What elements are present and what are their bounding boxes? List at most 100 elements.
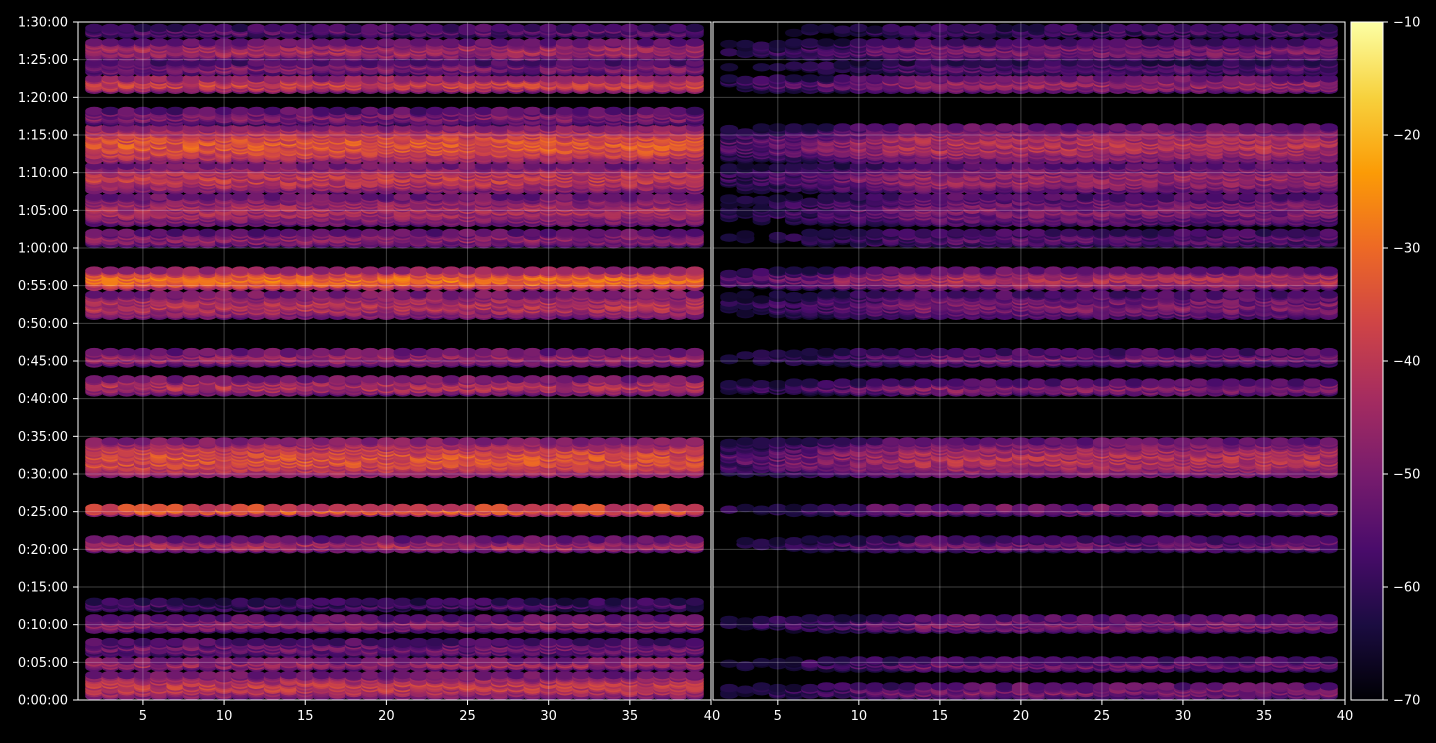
- heat-cell: [426, 266, 445, 275]
- heat-cell: [231, 597, 250, 606]
- heat-cell: [328, 535, 347, 544]
- heat-cell: [231, 614, 250, 623]
- heat-cell: [409, 375, 428, 384]
- heat-cell: [198, 597, 217, 606]
- heat-cell: [182, 23, 201, 33]
- heat-cell: [133, 192, 152, 201]
- heat-cell: [426, 437, 445, 446]
- heat-cell: [117, 437, 136, 446]
- heat-cell: [182, 535, 201, 544]
- heat-cell: [280, 290, 298, 299]
- heat-cell: [280, 228, 298, 237]
- heat-cell: [182, 290, 201, 299]
- heat-cell: [85, 266, 104, 275]
- heat-cell: [150, 637, 169, 647]
- heat-cell: [344, 597, 363, 606]
- heat-cell: [231, 375, 250, 384]
- heat-cell: [133, 228, 152, 237]
- heat-cell: [198, 266, 217, 275]
- heat-cell: [426, 656, 445, 665]
- heat-cell: [280, 597, 298, 606]
- heat-cell: [280, 637, 298, 647]
- heat-cell: [344, 503, 363, 513]
- heat-cell: [393, 23, 412, 33]
- heat-cell: [312, 375, 331, 384]
- heat-cell: [133, 535, 152, 544]
- heat-cell: [312, 290, 331, 299]
- heat-cell: [231, 670, 250, 680]
- heat-cell: [117, 192, 136, 201]
- heat-cell: [182, 656, 201, 665]
- heat-cell: [247, 106, 266, 116]
- heat-cell: [361, 670, 380, 680]
- heat-cell: [166, 38, 185, 47]
- heat-cell: [409, 614, 428, 623]
- heat-cell: [312, 228, 331, 237]
- heat-cell: [442, 597, 461, 606]
- heat-cell: [198, 38, 217, 47]
- heat-cell: [133, 38, 152, 47]
- heat-cell: [409, 437, 428, 446]
- heat-cell: [85, 535, 104, 544]
- heat-cell: [117, 266, 136, 275]
- heat-cell: [426, 670, 445, 680]
- heat-cell: [101, 192, 120, 201]
- heat-cell: [166, 290, 185, 299]
- heat-cell: [101, 437, 120, 446]
- heat-cell: [409, 106, 428, 116]
- heat-cell: [198, 535, 217, 544]
- heat-cell: [344, 656, 363, 665]
- heat-cell: [101, 597, 120, 606]
- heat-cell: [85, 637, 104, 647]
- heat-cell: [442, 535, 461, 544]
- heat-cell: [312, 266, 331, 275]
- heat-cell: [198, 503, 217, 513]
- heat-cell: [166, 266, 185, 275]
- heat-cell: [442, 290, 461, 299]
- heat-cell: [361, 535, 380, 544]
- heat-cell: [393, 670, 412, 680]
- heat-cell: [117, 23, 136, 33]
- heat-cell: [280, 656, 298, 665]
- heat-cell: [117, 228, 136, 237]
- heat-cell: [182, 375, 201, 384]
- heat-cell: [361, 437, 380, 446]
- heat-cell: [393, 437, 412, 446]
- heat-cell: [198, 637, 217, 647]
- heat-cell: [198, 106, 217, 116]
- heat-cell: [117, 375, 136, 384]
- heat-cell: [150, 347, 169, 357]
- heat-cell: [101, 74, 120, 83]
- heat-cell: [328, 637, 347, 647]
- heat-cell: [328, 106, 347, 116]
- heat-cell: [442, 437, 461, 446]
- heat-cell: [182, 637, 201, 647]
- heat-cell: [182, 106, 201, 116]
- heat-cell: [166, 597, 185, 606]
- heat-cell: [117, 290, 136, 299]
- heat-cell: [133, 597, 152, 606]
- heat-cell: [85, 614, 104, 623]
- heat-cell: [247, 290, 266, 299]
- heat-cell: [247, 503, 266, 513]
- heat-cell: [117, 74, 136, 83]
- heat-cell: [150, 535, 169, 544]
- heat-cell: [150, 23, 169, 33]
- heat-cell: [231, 266, 250, 275]
- heat-cell: [198, 437, 217, 446]
- heat-cell: [150, 614, 169, 623]
- heat-cell: [101, 228, 120, 237]
- heat-cell: [150, 503, 169, 513]
- heat-cell: [280, 266, 298, 275]
- heat-cell: [442, 228, 461, 237]
- heat-cell: [101, 38, 120, 47]
- heat-cell: [328, 375, 347, 384]
- heat-cell: [328, 266, 347, 275]
- heat-cell: [426, 614, 445, 623]
- heat-cell: [247, 38, 266, 47]
- heatmap-cells: [85, 23, 1338, 701]
- heat-cell: [166, 347, 185, 357]
- heat-cell: [198, 670, 217, 680]
- heat-cell: [198, 23, 217, 33]
